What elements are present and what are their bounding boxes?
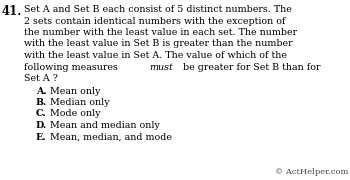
Text: E.: E.: [36, 132, 47, 141]
Text: the number with the least value in each set. The number: the number with the least value in each …: [24, 28, 297, 37]
Text: D.: D.: [36, 121, 47, 130]
Text: B.: B.: [36, 98, 47, 107]
Text: with the least value in Set B is greater than the number: with the least value in Set B is greater…: [24, 39, 293, 48]
Text: Set A and Set B each consist of 5 distinct numbers. The: Set A and Set B each consist of 5 distin…: [24, 5, 292, 14]
Text: Median only: Median only: [50, 98, 110, 107]
Text: following measures: following measures: [24, 62, 121, 71]
Text: Mean only: Mean only: [50, 87, 100, 96]
Text: C.: C.: [36, 109, 47, 118]
Text: 2 sets contain identical numbers with the exception of: 2 sets contain identical numbers with th…: [24, 17, 286, 26]
Text: must: must: [149, 62, 173, 71]
Text: 41.: 41.: [2, 5, 22, 18]
Text: Mean, median, and mode: Mean, median, and mode: [50, 132, 172, 141]
Text: Set A ?: Set A ?: [24, 74, 58, 83]
Text: Mode only: Mode only: [50, 109, 101, 118]
Text: be greater for Set B than for: be greater for Set B than for: [180, 62, 320, 71]
Text: with the least value in Set A. The value of which of the: with the least value in Set A. The value…: [24, 51, 287, 60]
Text: A.: A.: [36, 87, 47, 96]
Text: © ActHelper.com: © ActHelper.com: [275, 168, 348, 176]
Text: Mean and median only: Mean and median only: [50, 121, 160, 130]
